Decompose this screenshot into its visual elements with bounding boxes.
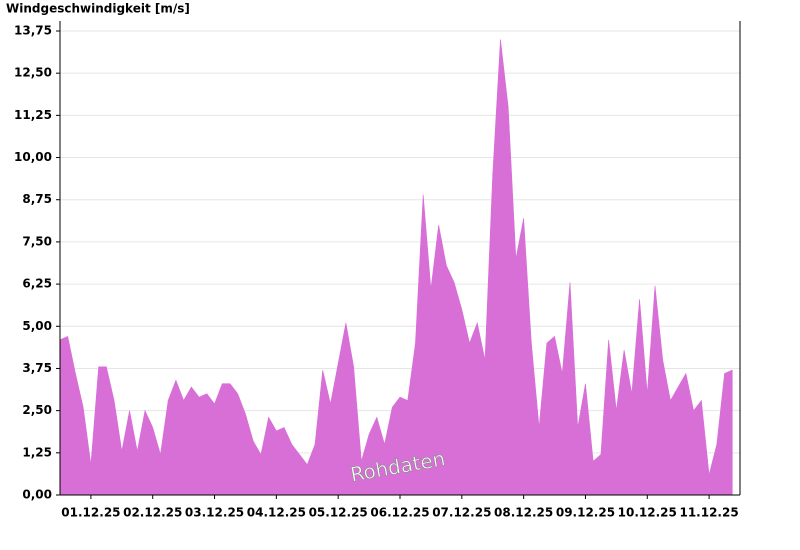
wind-area: [59, 39, 733, 496]
x-tick-label: 04.12.25: [247, 506, 306, 520]
y-tick-label: 0,00: [22, 488, 52, 502]
y-tick-label: 5,00: [22, 319, 52, 333]
x-tick-label: 10.12.25: [618, 506, 677, 520]
x-tick-label: 09.12.25: [556, 506, 615, 520]
x-tick-label: 11.12.25: [679, 506, 738, 520]
y-tick-label: 13,75: [14, 24, 52, 38]
x-tick-label: 02.12.25: [123, 506, 182, 520]
x-tick-label: 03.12.25: [185, 506, 244, 520]
x-tick-label: 05.12.25: [309, 506, 368, 520]
y-tick-label: 8,75: [22, 192, 52, 206]
x-tick-label: 08.12.25: [494, 506, 553, 520]
y-tick-label: 6,25: [22, 277, 52, 291]
y-tick-label: 1,25: [22, 445, 52, 459]
chart-title: Windgeschwindigkeit [m/s]: [6, 2, 190, 16]
y-tick-label: 12,50: [14, 66, 52, 80]
y-tick-label: 11,25: [14, 108, 52, 122]
y-tick-label: 3,75: [22, 361, 52, 375]
x-tick-label: 06.12.25: [370, 506, 429, 520]
y-tick-label: 10,00: [14, 150, 52, 164]
x-tick-label: 07.12.25: [432, 506, 491, 520]
x-tick-label: 01.12.25: [61, 506, 120, 520]
y-tick-label: 2,50: [22, 403, 52, 417]
y-tick-label: 7,50: [22, 234, 52, 248]
